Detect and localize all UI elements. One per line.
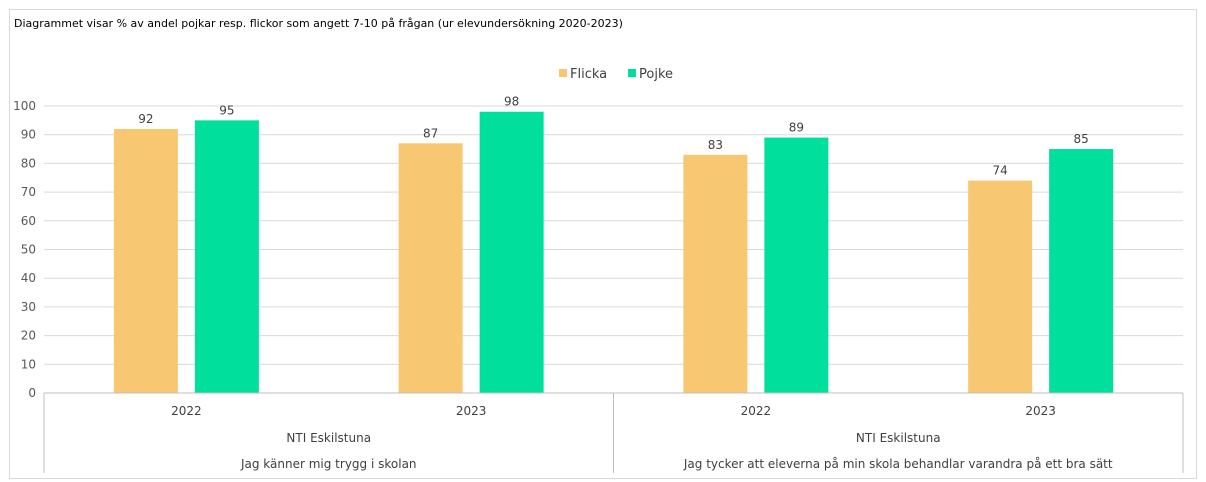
- x-category-label: 2022: [741, 404, 772, 418]
- y-tick-label: 20: [21, 329, 36, 343]
- data-label: 89: [789, 121, 804, 135]
- data-label: 95: [219, 103, 234, 117]
- x-category-label: 2023: [1025, 404, 1056, 418]
- y-tick-label: 40: [21, 271, 36, 285]
- y-tick-label: 50: [21, 243, 36, 257]
- x-group-label: NTI Eskilstuna: [856, 431, 941, 445]
- bar-pojke: [194, 120, 259, 393]
- y-tick-label: 30: [21, 300, 36, 314]
- bar-flicka: [683, 154, 748, 393]
- bar-pojke: [479, 111, 544, 394]
- data-label: 83: [708, 138, 723, 152]
- bar-flicka: [113, 128, 178, 393]
- bar-flicka: [398, 143, 463, 393]
- bar-pojke: [1049, 149, 1114, 393]
- data-label: 87: [423, 126, 438, 140]
- chart-title: Diagrammet visar % av andel pojkar resp.…: [14, 17, 623, 30]
- legend-label-pojke: Pojke: [639, 67, 673, 82]
- data-label: 85: [1073, 132, 1088, 146]
- y-tick-label: 100: [13, 99, 36, 113]
- y-tick-label: 80: [21, 156, 36, 170]
- y-tick-label: 90: [21, 128, 36, 142]
- legend-label-flicka: Flicka: [570, 67, 607, 82]
- bar-pojke: [764, 137, 829, 393]
- x-category-label: 2023: [456, 404, 487, 418]
- x-question-label: Jag tycker att eleverna på min skola beh…: [683, 457, 1113, 471]
- x-question-label: Jag känner mig trygg i skolan: [240, 457, 417, 471]
- x-category-label: 2022: [171, 404, 202, 418]
- data-label: 98: [504, 95, 519, 109]
- bar-flicka: [968, 180, 1033, 393]
- chart-frame: [9, 9, 1197, 479]
- data-label: 92: [138, 112, 153, 126]
- x-group-label: NTI Eskilstuna: [286, 431, 371, 445]
- y-tick-label: 70: [21, 185, 36, 199]
- y-tick-label: 0: [28, 386, 36, 400]
- y-tick-label: 60: [21, 214, 36, 228]
- legend-swatch-pojke: [628, 69, 636, 77]
- y-tick-label: 10: [21, 357, 36, 371]
- data-label: 74: [992, 164, 1007, 178]
- legend-swatch-flicka: [559, 69, 567, 77]
